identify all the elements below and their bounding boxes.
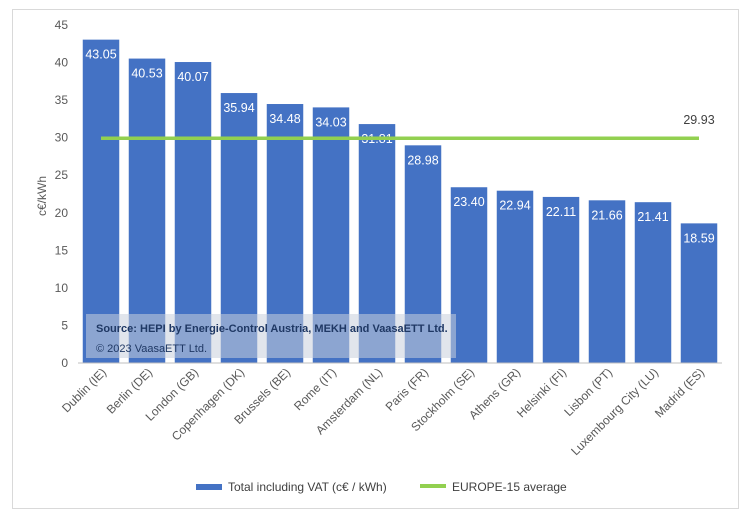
bar-data-label: 21.41: [637, 210, 668, 224]
x-category-label: Helsinki (FI): [514, 365, 569, 420]
legend-label-total-vat: Total including VAT (c€ / kWh): [228, 480, 387, 494]
y-tick-label: 0: [61, 356, 68, 370]
y-tick-label: 15: [55, 243, 69, 257]
x-category-label: Rome (IT): [291, 365, 339, 413]
x-category-label: Dublin (IE): [59, 365, 109, 415]
average-data-label: 29.93: [683, 113, 714, 127]
bar: [128, 58, 166, 363]
y-tick-label: 20: [55, 206, 69, 220]
source-note-copyright: © 2023 VaasaETT Ltd.: [96, 343, 208, 355]
bar-data-label: 18.59: [683, 231, 714, 245]
y-tick-label: 35: [55, 93, 69, 107]
source-note-bold: Source: HEPI by Energie-Control Austria,…: [96, 323, 448, 335]
y-tick-label: 10: [55, 281, 69, 295]
x-category-label: Madrid (ES): [652, 365, 707, 420]
bar: [634, 202, 672, 363]
y-tick-label: 45: [55, 18, 69, 32]
y-axis-ticks: 0 5 10 15 20 25 30 35 40 45: [55, 18, 69, 370]
bar-data-label: 22.11: [546, 205, 576, 219]
x-axis-category-labels: Dublin (IE)Berlin (DE)London (GB)Copenha…: [59, 365, 707, 458]
bar-data-label: 34.03: [315, 115, 346, 129]
bar: [496, 190, 534, 363]
source-note-box: [86, 314, 456, 358]
source-note: Source: HEPI by Energie-Control Austria,…: [96, 319, 452, 359]
y-axis-title: c€/kWh: [35, 176, 49, 216]
bar-data-label: 21.66: [591, 208, 622, 222]
bar: [542, 196, 580, 363]
legend-swatch-total-vat: [196, 484, 222, 490]
legend: Total including VAT (c€ / kWh) EUROPE-15…: [196, 480, 567, 494]
bar-data-label: 43.05: [85, 48, 116, 62]
y-tick-label: 30: [55, 131, 69, 145]
bar-data-label: 22.94: [499, 199, 530, 213]
x-category-label: Paris (FR): [383, 365, 432, 414]
bar: [450, 187, 488, 363]
average-line-group: 29.93: [101, 113, 715, 140]
y-tick-label: 40: [55, 56, 69, 70]
bar-data-labels: 43.0540.5340.0735.9434.4834.0331.8128.98…: [85, 48, 714, 246]
bar: [680, 223, 718, 363]
legend-label-europe-average: EUROPE-15 average: [452, 480, 567, 494]
bar-data-label: 40.07: [177, 70, 208, 84]
y-tick-label: 25: [55, 168, 69, 182]
legend-swatch-europe-average: [420, 484, 446, 488]
bar-data-label: 28.98: [407, 153, 438, 167]
x-category-label: Luxembourg City (LU): [568, 365, 661, 458]
bar: [174, 62, 212, 363]
bar-data-label: 23.40: [453, 195, 484, 209]
bar: [82, 39, 120, 363]
bar-data-label: 35.94: [223, 101, 254, 115]
bar-data-label: 34.48: [269, 112, 300, 126]
y-tick-label: 5: [61, 318, 68, 332]
bar-data-label: 40.53: [131, 67, 162, 81]
bar: [588, 200, 626, 363]
